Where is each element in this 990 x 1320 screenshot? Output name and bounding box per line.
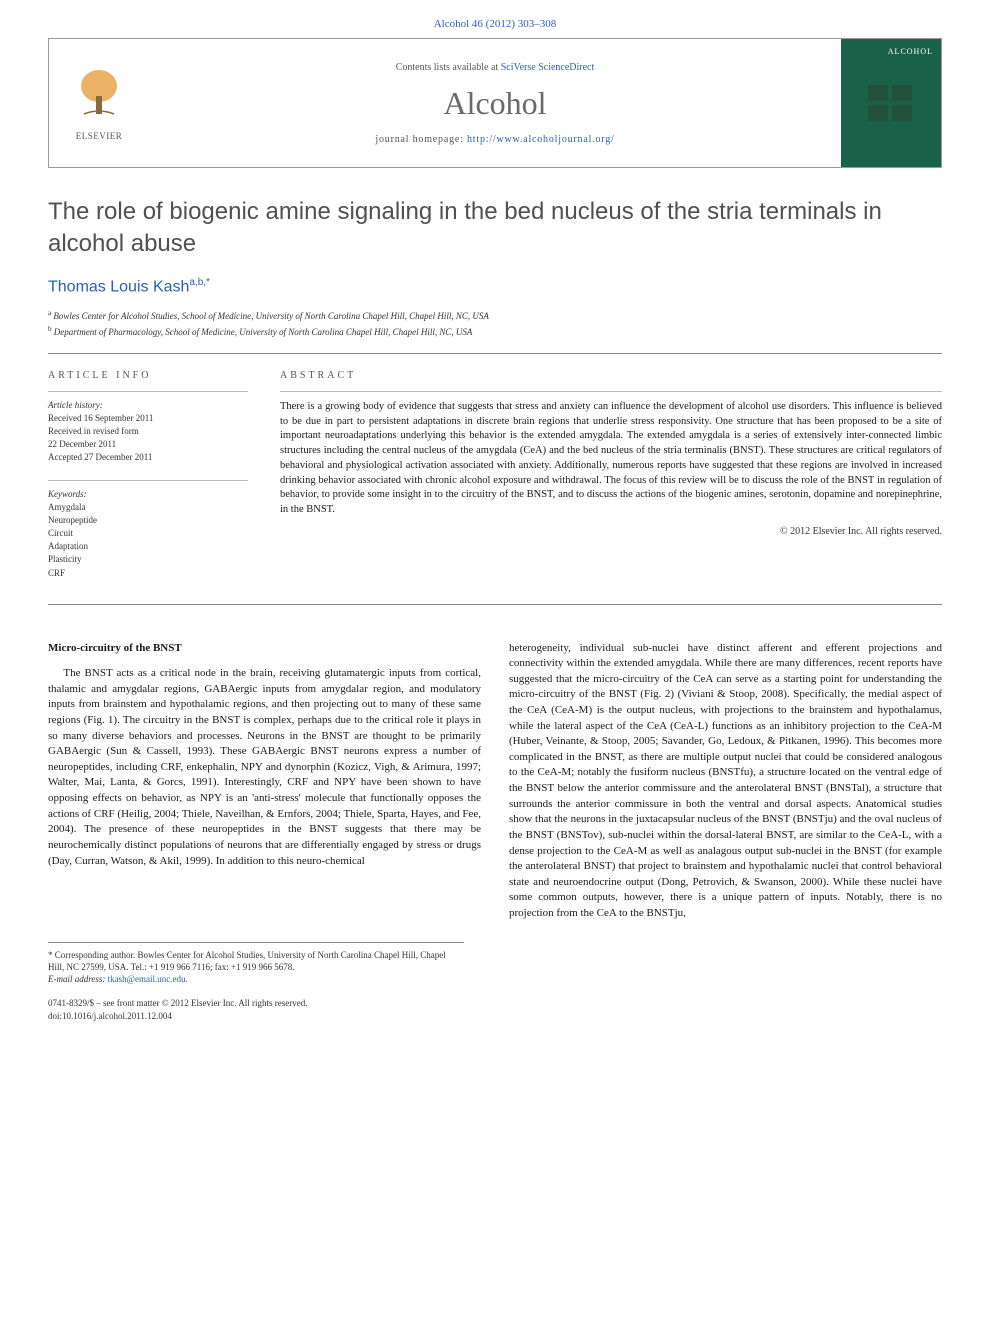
author-email-link[interactable]: tkash@email.unc.edu. xyxy=(108,974,188,984)
keyword: Neuropeptide xyxy=(48,514,248,527)
corresponding-author-footnote: * Corresponding author. Bowles Center fo… xyxy=(48,942,464,985)
journal-homepage-line: journal homepage: http://www.alcoholjour… xyxy=(375,134,614,145)
affiliations-block: a Bowles Center for Alcohol Studies, Sch… xyxy=(48,308,942,339)
abstract-text: There is a growing body of evidence that… xyxy=(280,400,942,518)
affiliation-sup: b xyxy=(48,325,52,333)
corresponding-text: * Corresponding author. Bowles Center fo… xyxy=(48,949,464,973)
journal-title: Alcohol xyxy=(443,85,546,122)
page-header-citation: Alcohol 46 (2012) 303–308 xyxy=(0,0,990,38)
body-column-left: Micro-circuitry of the BNST The BNST act… xyxy=(48,641,481,922)
publisher-logo-area: ELSEVIER xyxy=(49,39,149,167)
affiliation-text: Department of Pharmacology, School of Me… xyxy=(54,327,473,337)
elsevier-logo[interactable]: ELSEVIER xyxy=(64,63,134,143)
article-history-block: Article history: Received 16 September 2… xyxy=(48,400,248,464)
history-line: Received in revised form xyxy=(48,425,248,438)
journal-center: Contents lists available at SciVerse Sci… xyxy=(149,39,841,167)
article-info-heading: ARTICLE INFO xyxy=(48,370,248,381)
keyword: Plasticity xyxy=(48,553,248,566)
info-divider xyxy=(48,391,248,392)
keyword: Circuit xyxy=(48,527,248,540)
sciencedirect-link[interactable]: SciVerse ScienceDirect xyxy=(501,62,595,73)
keywords-label: Keywords: xyxy=(48,489,248,499)
publisher-name: ELSEVIER xyxy=(76,131,123,141)
contents-available-line: Contents lists available at SciVerse Sci… xyxy=(396,62,595,73)
article-title: The role of biogenic amine signaling in … xyxy=(48,196,942,261)
homepage-prefix: journal homepage: xyxy=(375,134,467,145)
cover-label: ALCOHOL xyxy=(888,47,933,56)
info-abstract-row: ARTICLE INFO Article history: Received 1… xyxy=(48,370,942,595)
body-paragraph: heterogeneity, individual sub-nuclei hav… xyxy=(509,641,942,922)
abstract-divider xyxy=(280,391,942,392)
journal-cover-thumbnail[interactable]: ALCOHOL xyxy=(841,39,941,167)
cover-image-icon xyxy=(866,83,916,123)
section-heading: Micro-circuitry of the BNST xyxy=(48,641,481,657)
journal-homepage-link[interactable]: http://www.alcoholjournal.org/ xyxy=(467,134,615,145)
affiliation-row: a Bowles Center for Alcohol Studies, Sch… xyxy=(48,308,942,324)
email-label: E-mail address: xyxy=(48,974,108,984)
abstract-column: ABSTRACT There is a growing body of evid… xyxy=(280,370,942,595)
elsevier-tree-icon xyxy=(74,66,124,127)
history-line: 22 December 2011 xyxy=(48,438,248,451)
affiliation-row: b Department of Pharmacology, School of … xyxy=(48,324,942,340)
keyword: CRF xyxy=(48,567,248,580)
keyword: Amygdala xyxy=(48,501,248,514)
author-name-link[interactable]: Thomas Louis Kash xyxy=(48,278,189,295)
keywords-block: Keywords: Amygdala Neuropeptide Circuit … xyxy=(48,489,248,579)
body-paragraph: The BNST acts as a critical node in the … xyxy=(48,666,481,869)
affiliation-text: Bowles Center for Alcohol Studies, Schoo… xyxy=(53,311,488,321)
body-column-right: heterogeneity, individual sub-nuclei hav… xyxy=(509,641,942,922)
footer-lines: 0741-8329/$ – see front matter © 2012 El… xyxy=(48,997,942,1022)
article-info-column: ARTICLE INFO Article history: Received 1… xyxy=(48,370,248,595)
abstract-heading: ABSTRACT xyxy=(280,370,942,381)
journal-banner: ELSEVIER Contents lists available at Sci… xyxy=(48,38,942,168)
keyword: Adaptation xyxy=(48,540,248,553)
issn-line: 0741-8329/$ – see front matter © 2012 El… xyxy=(48,997,942,1010)
contents-prefix: Contents lists available at xyxy=(396,62,501,73)
affiliation-sup: a xyxy=(48,309,51,317)
divider xyxy=(48,353,942,354)
body-columns: Micro-circuitry of the BNST The BNST act… xyxy=(48,641,942,922)
author-line: Thomas Louis Kasha,b,* xyxy=(48,277,942,296)
author-affiliation-sup: a,b,* xyxy=(189,277,210,288)
history-label: Article history: xyxy=(48,400,248,410)
abstract-copyright: © 2012 Elsevier Inc. All rights reserved… xyxy=(280,526,942,537)
history-line: Received 16 September 2011 xyxy=(48,412,248,425)
history-line: Accepted 27 December 2011 xyxy=(48,451,248,464)
email-line: E-mail address: tkash@email.unc.edu. xyxy=(48,973,464,985)
info-divider xyxy=(48,480,248,481)
doi-line: doi:10.1016/j.alcohol.2011.12.004 xyxy=(48,1010,942,1023)
divider xyxy=(48,604,942,605)
